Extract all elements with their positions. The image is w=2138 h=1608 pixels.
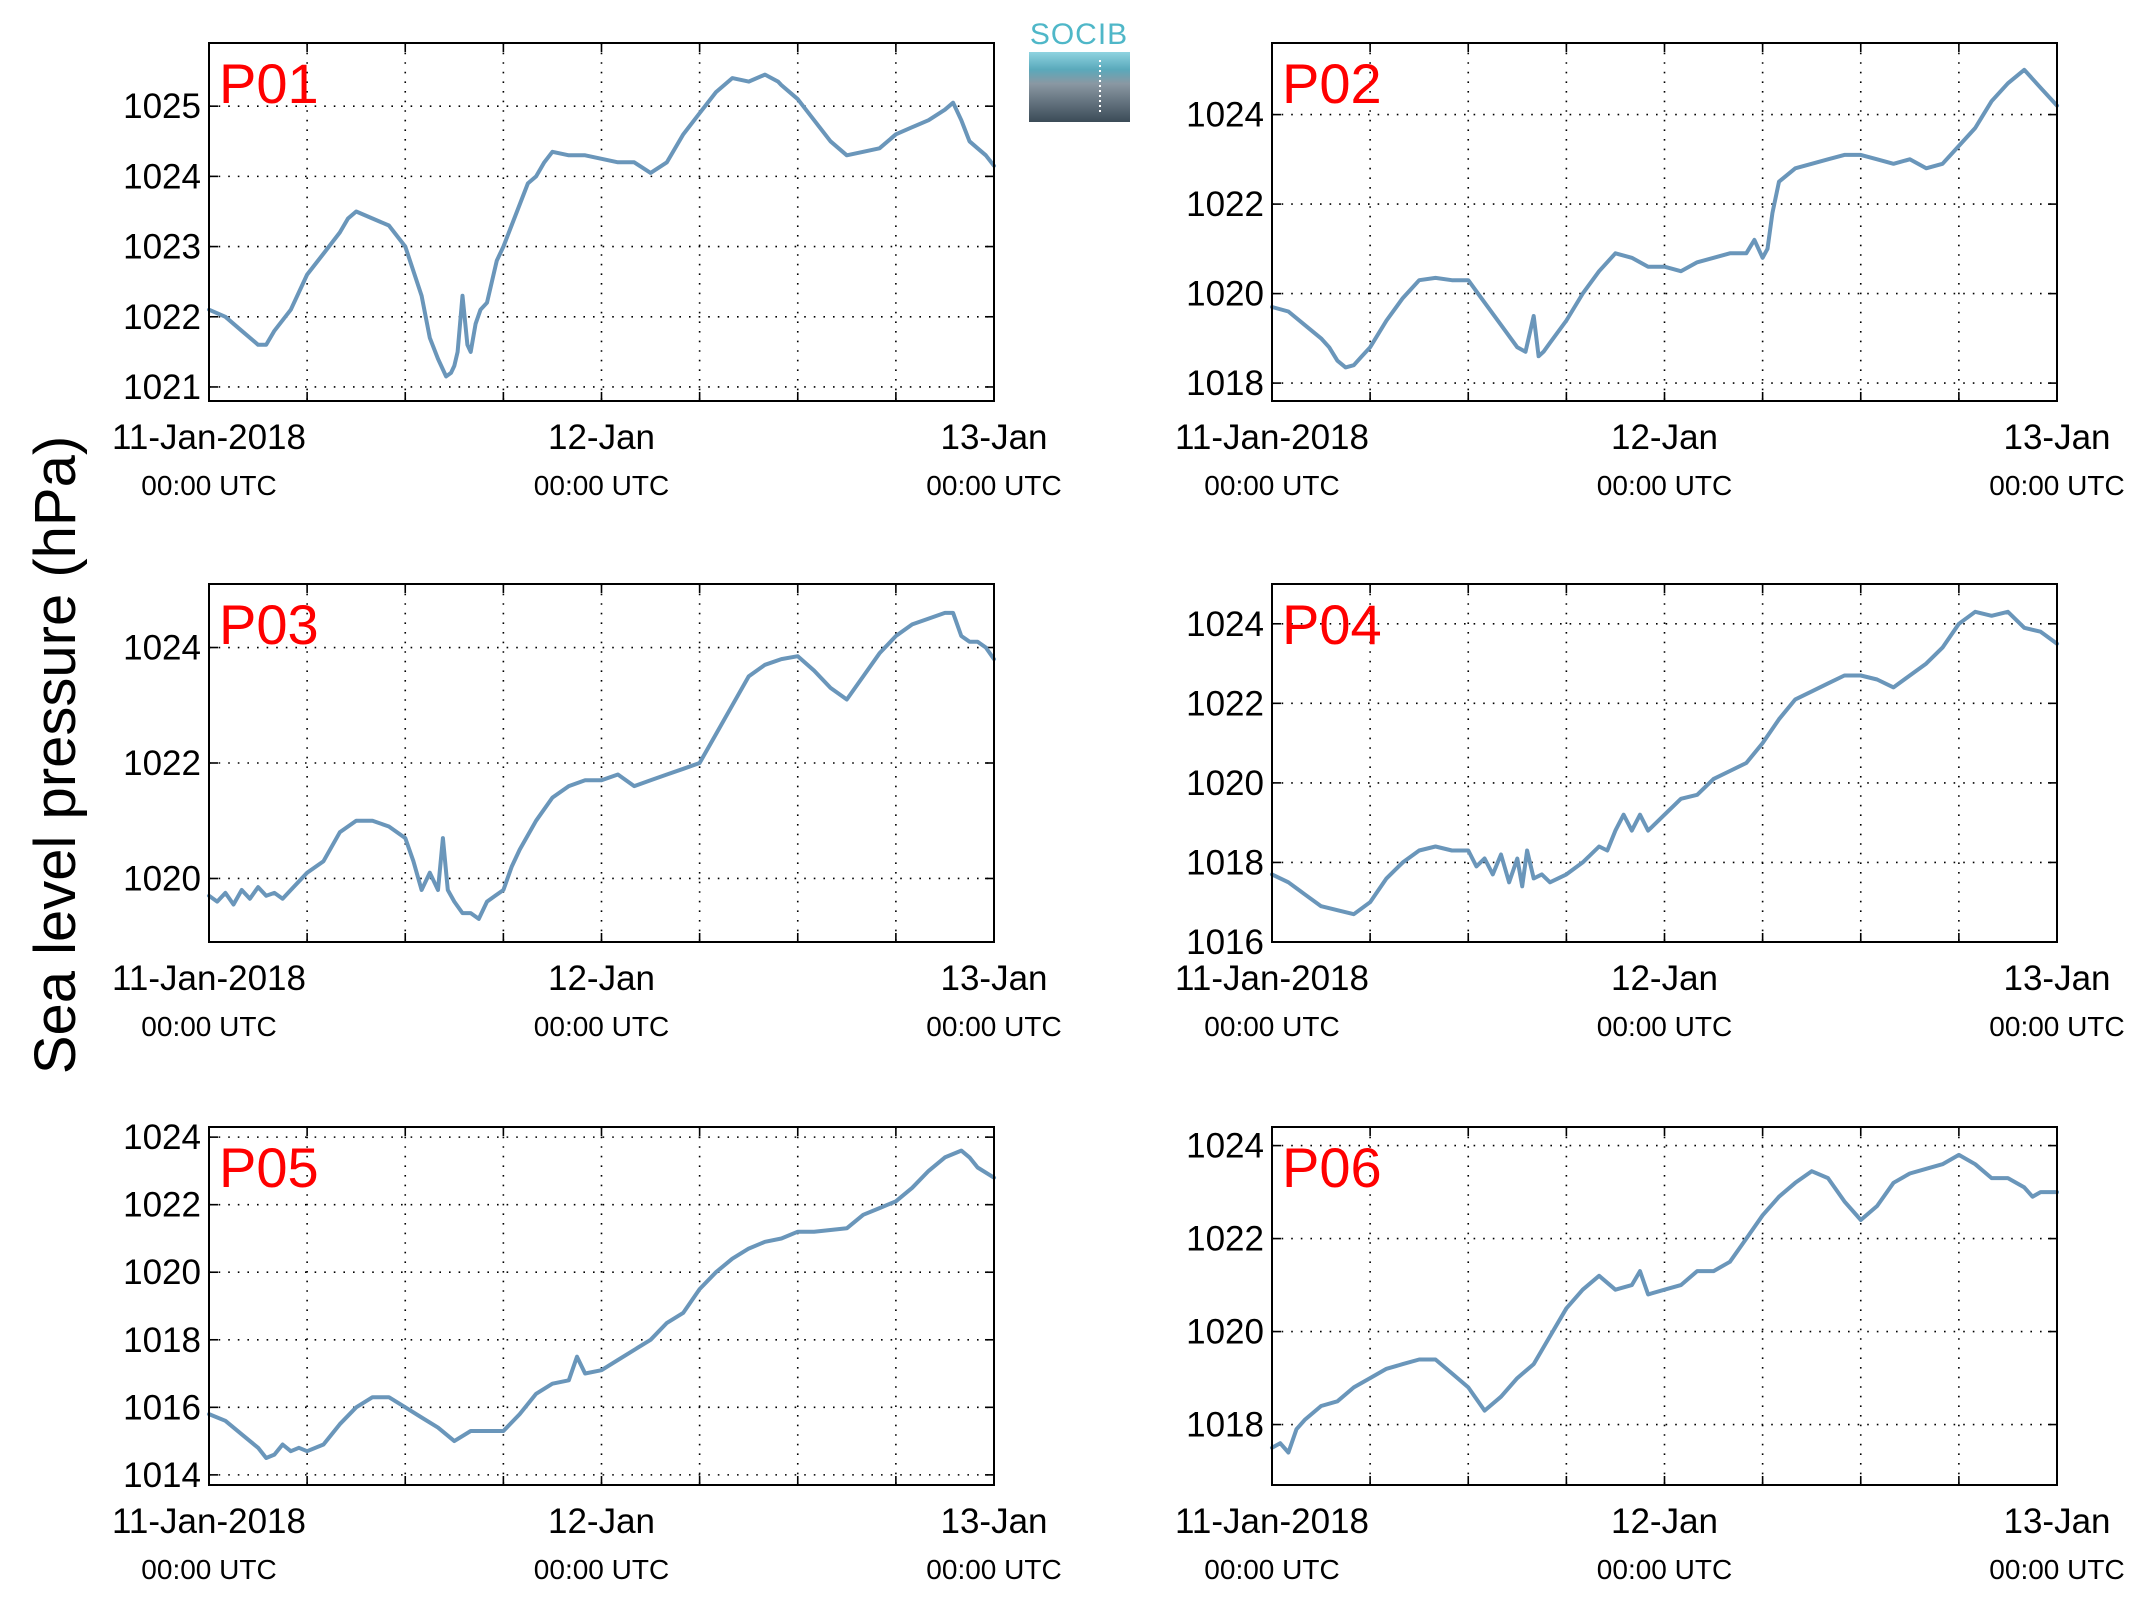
panel-label: P01 — [219, 52, 319, 115]
x-tick-label-time: 00:00 UTC — [141, 1554, 276, 1585]
x-tick-label-time: 00:00 UTC — [534, 1011, 669, 1042]
y-tick-label: 1022 — [123, 1186, 201, 1225]
x-tick-label-date: 12-Jan — [1611, 959, 1718, 998]
plot-frame — [1271, 583, 2058, 943]
x-tick-label-date: 11-Jan-2018 — [112, 418, 306, 457]
y-tick-label: 1025 — [123, 87, 201, 126]
y-tick-label: 1016 — [123, 1388, 201, 1427]
x-tick-label-time: 00:00 UTC — [926, 1554, 1061, 1585]
logo-block — [1029, 52, 1130, 122]
y-tick-label: 1020 — [1186, 764, 1264, 803]
y-tick-label: 1024 — [1186, 1127, 1264, 1166]
x-tick-label-date: 11-Jan-2018 — [1175, 959, 1369, 998]
y-tick-label: 1023 — [123, 228, 201, 267]
series-line — [1270, 1152, 2059, 1455]
panel-p06: 1018 1020 1022 1024 11-Jan-2018 00:00 UTC 12-J… — [1175, 1126, 2125, 1585]
panel-label: P03 — [219, 593, 319, 656]
panel-p01: 1021 1022 1023 1024 1025 11-Jan-2018 00:00 UTC… — [112, 42, 1062, 501]
y-tick-label: 1020 — [123, 859, 201, 898]
series-line — [1270, 67, 2059, 370]
y-tick-label: 1018 — [1186, 364, 1264, 403]
x-tick-label-time: 00:00 UTC — [1597, 470, 1732, 501]
y-tick-label: 1022 — [1186, 684, 1264, 723]
panel-label: P04 — [1282, 593, 1382, 656]
y-tick-label: 1022 — [1186, 1220, 1264, 1259]
x-tick-label-time: 00:00 UTC — [1989, 1011, 2124, 1042]
y-tick-label: 1024 — [123, 1118, 201, 1157]
y-tick-label: 1022 — [1186, 185, 1264, 224]
x-tick-label-date: 13-Jan — [2003, 418, 2110, 457]
x-tick-label-date: 13-Jan — [2003, 959, 2110, 998]
x-tick-label-date: 11-Jan-2018 — [1175, 418, 1369, 457]
y-tick-label: 1014 — [123, 1456, 201, 1495]
x-tick-label-date: 12-Jan — [1611, 1502, 1718, 1541]
y-tick-label: 1020 — [1186, 1313, 1264, 1352]
panel-label: P05 — [219, 1136, 319, 1199]
panel-p04: 1016 1018 1020 1022 1024 11-Jan-2018 00:00 UTC… — [1175, 583, 2125, 1042]
x-tick-label-time: 00:00 UTC — [926, 470, 1061, 501]
x-tick-label-time: 00:00 UTC — [926, 1011, 1061, 1042]
panel-p02: 1018 1020 1022 1024 11-Jan-2018 00:00 UTC 12-J… — [1175, 42, 2125, 501]
panel-p03: 1020 1022 1024 11-Jan-2018 00:00 UTC 12-Jan 00… — [112, 583, 1062, 1042]
plot-frame — [208, 42, 995, 402]
socib-logo: SOCIB — [1029, 18, 1130, 122]
y-tick-label: 1024 — [123, 157, 201, 196]
plot-frame — [1271, 1126, 2058, 1486]
plot-frame — [1271, 42, 2058, 402]
x-tick-label-time: 00:00 UTC — [141, 1011, 276, 1042]
x-tick-label-time: 00:00 UTC — [1204, 1554, 1339, 1585]
x-tick-label-date: 13-Jan — [940, 418, 1047, 457]
x-tick-label-date: 11-Jan-2018 — [112, 959, 306, 998]
y-tick-label: 1018 — [1186, 1406, 1264, 1445]
series-line — [207, 72, 996, 379]
x-tick-label-time: 00:00 UTC — [534, 1554, 669, 1585]
x-tick-label-date: 13-Jan — [940, 959, 1047, 998]
series-line — [1270, 609, 2059, 917]
y-tick-label: 1016 — [1186, 923, 1264, 962]
y-tick-label: 1024 — [1186, 96, 1264, 135]
y-tick-label: 1018 — [1186, 843, 1264, 882]
x-tick-label-time: 00:00 UTC — [1204, 470, 1339, 501]
x-tick-label-time: 00:00 UTC — [534, 470, 669, 501]
panel-label: P06 — [1282, 1136, 1382, 1199]
plot-frame — [208, 1126, 995, 1486]
y-tick-label: 1024 — [1186, 605, 1264, 644]
x-tick-label-time: 00:00 UTC — [1989, 470, 2124, 501]
y-tick-label: 1020 — [1186, 275, 1264, 314]
x-tick-label-date: 11-Jan-2018 — [1175, 1502, 1369, 1541]
x-tick-label-time: 00:00 UTC — [1597, 1554, 1732, 1585]
x-tick-label-date: 12-Jan — [548, 418, 655, 457]
panel-p05: 1014 1016 1018 1020 1022 1024 11-Jan-2018 00:00… — [112, 1118, 1062, 1585]
y-tick-label: 1021 — [123, 368, 201, 407]
y-axis-label: Sea level pressure (hPa) — [23, 436, 88, 1074]
series-line — [207, 1148, 996, 1460]
x-tick-label-date: 12-Jan — [548, 959, 655, 998]
x-tick-label-time: 00:00 UTC — [1204, 1011, 1339, 1042]
logo-text: SOCIB — [1030, 18, 1128, 51]
x-tick-label-date: 12-Jan — [1611, 418, 1718, 457]
x-tick-label-date: 13-Jan — [940, 1502, 1047, 1541]
y-tick-label: 1022 — [123, 744, 201, 783]
y-tick-label: 1020 — [123, 1253, 201, 1292]
x-tick-label-date: 13-Jan — [2003, 1502, 2110, 1541]
x-tick-label-date: 12-Jan — [548, 1502, 655, 1541]
x-tick-label-date: 11-Jan-2018 — [112, 1502, 306, 1541]
y-tick-label: 1022 — [123, 298, 201, 337]
y-tick-label: 1024 — [123, 629, 201, 668]
plot-frame — [208, 583, 995, 943]
x-tick-label-time: 00:00 UTC — [1989, 1554, 2124, 1585]
panel-label: P02 — [1282, 52, 1382, 115]
y-tick-label: 1018 — [123, 1321, 201, 1360]
series-line — [207, 610, 996, 921]
x-tick-label-time: 00:00 UTC — [1597, 1011, 1732, 1042]
x-tick-label-time: 00:00 UTC — [141, 470, 276, 501]
